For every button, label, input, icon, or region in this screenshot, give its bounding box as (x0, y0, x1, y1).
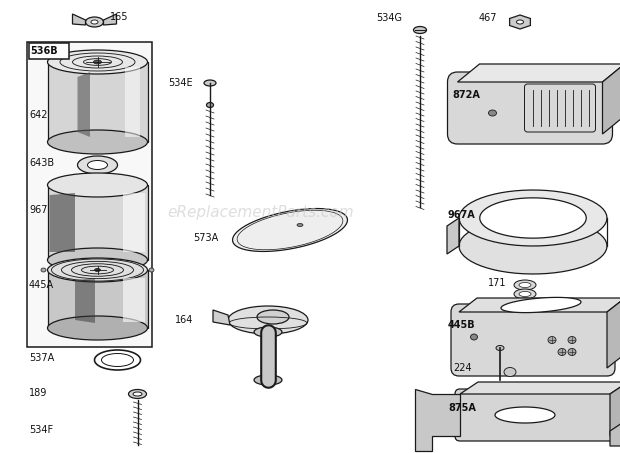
Polygon shape (610, 419, 620, 446)
Ellipse shape (568, 337, 576, 343)
Ellipse shape (102, 353, 133, 366)
Polygon shape (495, 407, 555, 423)
Text: 164: 164 (175, 315, 193, 325)
Polygon shape (48, 185, 148, 260)
Polygon shape (480, 198, 587, 238)
Text: eReplacementParts.com: eReplacementParts.com (167, 205, 354, 221)
Ellipse shape (91, 20, 98, 24)
Polygon shape (104, 14, 117, 25)
FancyBboxPatch shape (455, 389, 615, 441)
Text: 171: 171 (488, 278, 507, 288)
Ellipse shape (48, 258, 148, 282)
Ellipse shape (94, 269, 100, 271)
Ellipse shape (514, 289, 536, 299)
FancyBboxPatch shape (448, 72, 613, 144)
Bar (29, 43, 69, 59)
Polygon shape (607, 298, 620, 368)
Polygon shape (123, 278, 144, 322)
Polygon shape (458, 64, 620, 82)
Ellipse shape (254, 375, 282, 385)
Text: 967: 967 (29, 205, 48, 215)
Ellipse shape (514, 298, 536, 308)
Text: 536B: 536B (30, 46, 58, 56)
Ellipse shape (48, 173, 148, 197)
Polygon shape (125, 67, 140, 137)
Text: 643B: 643B (29, 158, 54, 168)
Ellipse shape (471, 334, 477, 340)
Text: 445B: 445B (448, 320, 476, 330)
Ellipse shape (558, 348, 566, 356)
Text: 165: 165 (110, 12, 128, 22)
Polygon shape (75, 278, 95, 323)
Ellipse shape (489, 110, 497, 116)
Text: 967A: 967A (448, 210, 476, 220)
Ellipse shape (87, 160, 107, 169)
Text: 534E: 534E (169, 78, 193, 88)
Text: 642: 642 (29, 110, 48, 120)
Ellipse shape (128, 390, 146, 399)
Ellipse shape (257, 310, 289, 324)
Text: 224: 224 (453, 363, 472, 373)
Ellipse shape (48, 248, 148, 272)
Polygon shape (78, 72, 90, 137)
Text: 537A: 537A (29, 353, 55, 363)
Ellipse shape (41, 268, 46, 272)
Ellipse shape (228, 306, 308, 334)
Ellipse shape (516, 20, 523, 24)
Ellipse shape (86, 17, 104, 27)
Ellipse shape (519, 300, 531, 305)
Ellipse shape (48, 130, 148, 154)
Text: 189: 189 (29, 388, 47, 398)
Ellipse shape (206, 102, 213, 107)
Ellipse shape (297, 223, 303, 226)
Polygon shape (610, 382, 620, 436)
Polygon shape (213, 310, 230, 325)
Text: 875A: 875A (448, 403, 476, 413)
Polygon shape (48, 270, 148, 328)
Polygon shape (73, 14, 86, 25)
Polygon shape (459, 298, 620, 312)
Ellipse shape (94, 60, 102, 64)
Text: 872A: 872A (452, 90, 480, 100)
Polygon shape (50, 193, 75, 252)
Ellipse shape (496, 346, 504, 351)
Ellipse shape (133, 392, 142, 396)
Ellipse shape (48, 316, 148, 340)
Ellipse shape (204, 80, 216, 86)
Polygon shape (501, 297, 581, 313)
Ellipse shape (514, 280, 536, 290)
Ellipse shape (519, 291, 531, 297)
Bar (27, 42, 152, 347)
Polygon shape (459, 218, 607, 274)
Text: 445A: 445A (29, 280, 54, 290)
Polygon shape (123, 193, 144, 252)
Ellipse shape (568, 348, 576, 356)
Polygon shape (48, 62, 148, 142)
Polygon shape (447, 218, 459, 254)
Text: 534G: 534G (376, 13, 402, 23)
Polygon shape (415, 389, 460, 451)
Ellipse shape (414, 26, 427, 34)
Polygon shape (603, 64, 620, 134)
Ellipse shape (254, 327, 282, 337)
Text: 573A: 573A (193, 233, 218, 243)
Ellipse shape (504, 367, 516, 376)
Ellipse shape (48, 50, 148, 74)
Polygon shape (232, 208, 347, 251)
Ellipse shape (149, 268, 154, 272)
Polygon shape (510, 15, 530, 29)
Ellipse shape (548, 337, 556, 343)
Ellipse shape (78, 156, 118, 174)
Polygon shape (460, 382, 620, 394)
FancyBboxPatch shape (451, 304, 615, 376)
Polygon shape (459, 190, 607, 246)
Text: 534F: 534F (29, 425, 53, 435)
Text: 467: 467 (479, 13, 497, 23)
Ellipse shape (519, 283, 531, 288)
